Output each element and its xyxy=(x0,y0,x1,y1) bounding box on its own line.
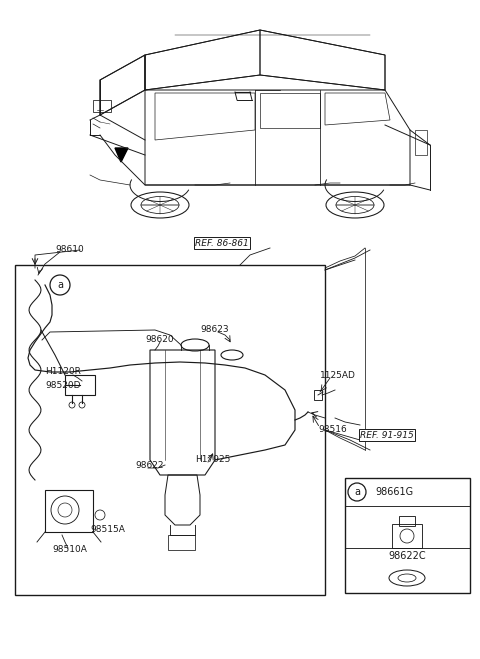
Polygon shape xyxy=(115,148,128,162)
Text: H1120R: H1120R xyxy=(45,368,81,376)
Text: 98610: 98610 xyxy=(55,246,84,254)
Text: 98510A: 98510A xyxy=(52,546,87,554)
Bar xyxy=(314,390,322,400)
Text: 98516: 98516 xyxy=(318,426,347,434)
Bar xyxy=(399,516,415,526)
Bar xyxy=(415,130,427,155)
Text: 98622: 98622 xyxy=(135,461,164,469)
Bar xyxy=(168,535,195,550)
Text: REF. 86-861: REF. 86-861 xyxy=(195,239,249,248)
Bar xyxy=(45,490,93,532)
Bar xyxy=(392,524,422,548)
Bar xyxy=(65,375,95,395)
Text: a: a xyxy=(354,487,360,497)
Bar xyxy=(93,100,111,112)
Text: 98620: 98620 xyxy=(145,335,174,345)
Bar xyxy=(345,478,470,593)
Text: a: a xyxy=(57,280,63,290)
Text: 98515A: 98515A xyxy=(90,525,125,534)
Text: 98661G: 98661G xyxy=(375,487,413,497)
Text: 1125AD: 1125AD xyxy=(320,370,356,380)
Text: 98623: 98623 xyxy=(200,326,228,335)
Text: 98520D: 98520D xyxy=(45,380,81,389)
Text: 98622C: 98622C xyxy=(388,551,426,561)
Text: H17925: H17925 xyxy=(195,455,230,465)
Text: REF. 91-915: REF. 91-915 xyxy=(360,430,414,440)
Bar xyxy=(15,265,325,595)
